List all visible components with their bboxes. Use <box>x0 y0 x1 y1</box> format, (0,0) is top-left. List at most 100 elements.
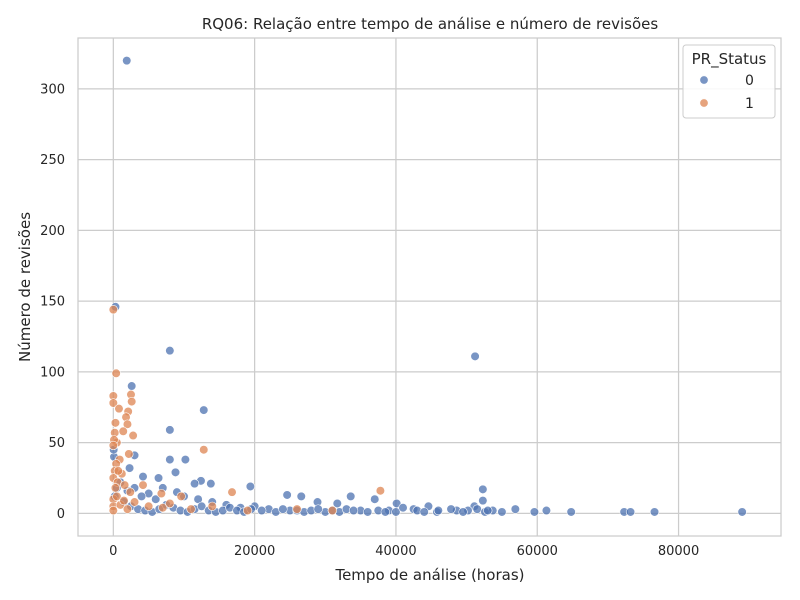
data-point-series-0 <box>391 507 401 517</box>
data-point-series-0 <box>165 455 175 465</box>
data-point-series-1 <box>327 505 337 516</box>
data-point-series-0 <box>199 405 209 415</box>
data-point-series-1 <box>108 305 118 315</box>
data-point-series-1 <box>122 419 133 429</box>
x-tick-label: 0 <box>109 544 117 559</box>
data-point-series-1 <box>138 480 148 490</box>
y-tick-label: 200 <box>40 224 65 239</box>
data-point-series-0 <box>419 507 429 517</box>
data-point-series-1 <box>186 504 196 514</box>
y-tick-label: 150 <box>40 295 65 310</box>
data-point-series-1 <box>227 487 237 497</box>
y-tick-label: 0 <box>57 507 65 522</box>
data-point-series-0 <box>136 491 147 501</box>
data-point-series-0 <box>478 496 488 506</box>
data-point-series-1 <box>111 368 121 378</box>
y-tick-label: 250 <box>40 153 65 168</box>
data-point-series-1 <box>113 466 123 476</box>
chart-title: RQ06: Relação entre tempo de análise e n… <box>202 15 659 33</box>
plot-background <box>77 37 782 537</box>
data-point-series-0 <box>541 505 552 516</box>
legend-label-0: 0 <box>745 73 754 89</box>
legend-marker-0 <box>699 75 709 85</box>
legend-marker-1 <box>699 98 709 108</box>
data-point-series-0 <box>510 504 520 514</box>
data-point-series-0 <box>124 463 135 473</box>
data-point-series-1 <box>242 505 253 516</box>
data-point-series-0 <box>566 507 576 517</box>
data-point-series-1 <box>292 504 302 514</box>
data-point-series-0 <box>197 501 207 511</box>
data-point-series-0 <box>245 481 255 492</box>
data-point-series-1 <box>156 488 166 499</box>
data-point-series-0 <box>649 507 660 517</box>
data-point-series-1 <box>127 396 137 407</box>
data-point-series-0 <box>278 504 288 514</box>
data-point-series-0 <box>380 507 390 517</box>
data-point-series-1 <box>122 504 133 514</box>
data-point-series-1 <box>108 398 118 408</box>
data-point-series-0 <box>332 498 342 509</box>
y-axis-label: Número de revisões <box>16 212 34 362</box>
data-point-series-1 <box>110 483 121 493</box>
data-point-series-1 <box>129 497 140 507</box>
data-point-series-0 <box>483 505 493 516</box>
data-point-series-0 <box>138 471 148 482</box>
data-point-series-1 <box>199 445 209 455</box>
data-points <box>108 56 747 517</box>
data-point-series-0 <box>296 491 306 501</box>
data-point-series-1 <box>128 430 138 441</box>
data-point-series-0 <box>348 505 359 516</box>
data-point-series-1 <box>114 404 124 414</box>
x-tick-label: 40000 <box>375 544 416 559</box>
y-tick-label: 100 <box>40 365 65 380</box>
y-tick-label: 50 <box>48 436 65 451</box>
series-1 <box>108 305 385 516</box>
data-point-series-0 <box>458 507 468 517</box>
x-tick-label: 20000 <box>234 544 275 559</box>
x-tick-label: 80000 <box>658 544 699 559</box>
legend-title: PR_Status <box>692 50 767 69</box>
data-point-series-1 <box>119 496 129 506</box>
data-point-series-0 <box>151 494 161 504</box>
data-point-series-1 <box>108 440 118 451</box>
data-point-series-0 <box>398 503 408 513</box>
data-point-series-0 <box>625 507 636 517</box>
data-point-series-0 <box>497 507 507 517</box>
y-tick-label: 300 <box>40 82 65 97</box>
data-point-series-1 <box>110 418 121 428</box>
data-point-series-0 <box>170 467 181 477</box>
plot-area <box>77 37 782 537</box>
data-point-series-0 <box>165 346 175 356</box>
data-point-series-0 <box>470 351 480 361</box>
data-point-series-1 <box>112 491 122 501</box>
data-point-series-1 <box>118 426 128 436</box>
legend-label-1: 1 <box>745 96 754 112</box>
y-axis-ticks: 0 50 100 150 200 250 300 <box>40 82 65 521</box>
data-point-series-0 <box>153 473 164 483</box>
data-point-series-0 <box>737 507 747 517</box>
data-point-series-0 <box>370 494 380 504</box>
data-point-series-0 <box>313 504 323 514</box>
x-axis-ticks: 0 20000 40000 60000 80000 <box>109 544 699 559</box>
legend: PR_Status 0 1 <box>682 44 776 119</box>
data-point-series-0 <box>165 425 175 435</box>
data-point-series-1 <box>124 449 134 459</box>
data-point-series-0 <box>189 479 200 489</box>
data-point-series-1 <box>375 486 385 496</box>
data-point-series-1 <box>165 498 175 509</box>
data-point-series-1 <box>120 480 130 490</box>
data-point-series-0 <box>257 505 267 516</box>
data-point-series-1 <box>125 487 135 497</box>
x-tick-label: 60000 <box>517 544 558 559</box>
data-point-series-0 <box>363 507 373 517</box>
data-point-series-1 <box>108 505 118 516</box>
data-point-series-0 <box>122 56 132 66</box>
data-point-series-0 <box>472 504 482 514</box>
x-axis-label: Tempo de análise (horas) <box>334 566 524 584</box>
data-point-series-0 <box>180 455 190 465</box>
data-point-series-0 <box>529 507 540 517</box>
data-point-series-0 <box>127 381 137 391</box>
data-point-series-1 <box>176 491 186 501</box>
